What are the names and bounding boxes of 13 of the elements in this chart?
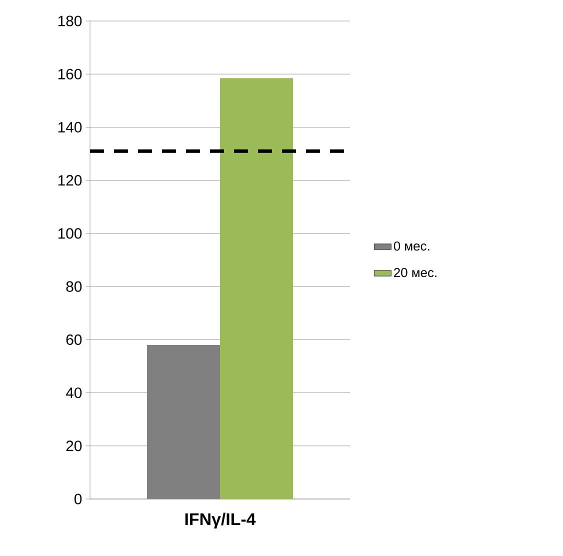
y-tick-label: 140 <box>58 122 82 133</box>
y-tick-label: 60 <box>66 334 82 345</box>
y-tick-label: 160 <box>58 68 82 80</box>
y-tick-label: 180 <box>58 16 82 26</box>
y-tick-label: 120 <box>58 175 82 186</box>
y-tick-label: 0 <box>74 494 82 504</box>
y-tick-label: 40 <box>66 387 82 398</box>
legend-label: 20 мес. <box>394 268 436 278</box>
legend-label: 0 мес. <box>394 241 430 251</box>
y-tick-label: 80 <box>66 281 82 292</box>
y-tick-label: 100 <box>58 228 82 239</box>
x-tick-label: IFNγ/IL-4 <box>185 512 256 529</box>
y-tick-label: 20 <box>66 440 82 452</box>
